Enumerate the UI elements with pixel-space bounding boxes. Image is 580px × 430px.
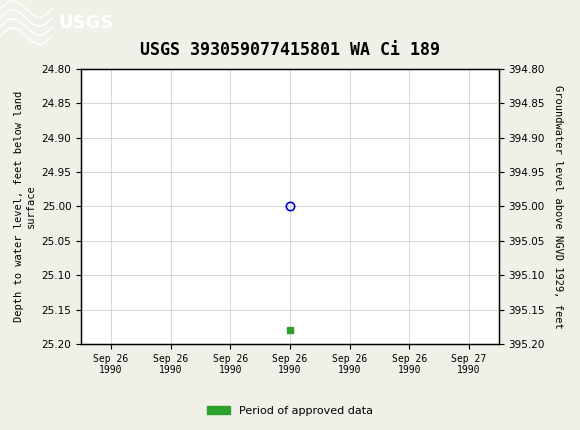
Text: USGS 393059077415801 WA Ci 189: USGS 393059077415801 WA Ci 189 <box>140 41 440 59</box>
Y-axis label: Groundwater level above NGVD 1929, feet: Groundwater level above NGVD 1929, feet <box>553 85 563 328</box>
Text: USGS: USGS <box>58 14 113 31</box>
Y-axis label: Depth to water level, feet below land
surface: Depth to water level, feet below land su… <box>14 91 36 322</box>
Legend: Period of approved data: Period of approved data <box>203 401 377 420</box>
